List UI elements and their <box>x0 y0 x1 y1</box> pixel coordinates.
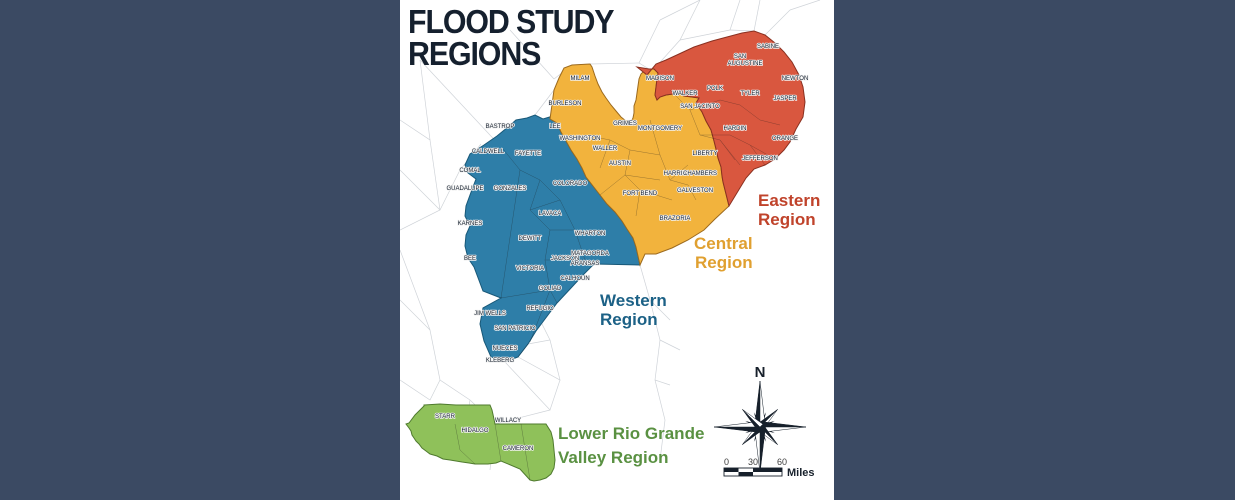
svg-text:SABINE: SABINE <box>757 44 779 50</box>
svg-text:GRIMES: GRIMES <box>613 121 637 127</box>
svg-text:WILLACY: WILLACY <box>495 418 521 424</box>
svg-text:Lower Rio Grande: Lower Rio Grande <box>558 424 704 443</box>
svg-text:Region: Region <box>758 210 816 229</box>
svg-text:TYLER: TYLER <box>740 91 760 97</box>
svg-text:Region: Region <box>600 310 658 329</box>
svg-text:AUSTIN: AUSTIN <box>609 161 631 167</box>
svg-text:KLEBERG: KLEBERG <box>486 358 515 364</box>
svg-text:NEWTON: NEWTON <box>782 76 809 82</box>
svg-text:Miles: Miles <box>787 467 815 479</box>
svg-text:JEFFERSON: JEFFERSON <box>742 156 778 162</box>
svg-text:CHAMBERS: CHAMBERS <box>683 171 717 177</box>
svg-text:VICTORIA: VICTORIA <box>516 266 544 272</box>
svg-text:GONZALES: GONZALES <box>494 186 527 192</box>
svg-text:Eastern: Eastern <box>758 191 820 210</box>
svg-text:COMAL: COMAL <box>459 168 481 174</box>
svg-text:SAN: SAN <box>734 54 746 60</box>
svg-text:LAVACA: LAVACA <box>539 211 562 217</box>
svg-text:GOLIAD: GOLIAD <box>539 286 562 292</box>
svg-text:JASPER: JASPER <box>773 96 797 102</box>
svg-text:STARR: STARR <box>435 414 456 420</box>
svg-text:HARDIN: HARDIN <box>723 126 746 132</box>
svg-text:MADISON: MADISON <box>646 76 674 82</box>
svg-text:NUECES: NUECES <box>492 346 517 352</box>
svg-text:BURLESON: BURLESON <box>548 101 581 107</box>
svg-text:MONTGOMERY: MONTGOMERY <box>638 126 682 132</box>
svg-text:FORT BEND: FORT BEND <box>623 191 658 197</box>
svg-text:MATAGORDA: MATAGORDA <box>571 251 609 257</box>
svg-text:CALHOUN: CALHOUN <box>560 276 589 282</box>
svg-text:MILAM: MILAM <box>570 76 589 82</box>
svg-text:POLK: POLK <box>707 86 723 92</box>
svg-text:REFUGIO: REFUGIO <box>526 306 554 312</box>
svg-text:LEE: LEE <box>549 124 560 130</box>
svg-text:BRAZORIA: BRAZORIA <box>660 216 691 222</box>
svg-text:30: 30 <box>748 457 758 467</box>
svg-text:0: 0 <box>724 457 729 467</box>
svg-text:Region: Region <box>695 253 753 272</box>
svg-text:N: N <box>755 364 766 381</box>
svg-text:KARNES: KARNES <box>458 221 483 227</box>
svg-text:SAN JACINTO: SAN JACINTO <box>680 104 720 110</box>
svg-text:HIDALGO: HIDALGO <box>461 428 488 434</box>
svg-text:SAN PATRICIO: SAN PATRICIO <box>494 326 536 332</box>
svg-text:Western: Western <box>600 291 667 310</box>
svg-text:BEE: BEE <box>464 256 476 262</box>
svg-text:GALVESTON: GALVESTON <box>677 188 713 194</box>
svg-text:WALLER: WALLER <box>593 146 618 152</box>
svg-text:WASHINGTON: WASHINGTON <box>559 136 600 142</box>
svg-text:LIBERTY: LIBERTY <box>693 151 718 157</box>
svg-text:CAMERON: CAMERON <box>503 446 534 452</box>
svg-text:JIM WELLS: JIM WELLS <box>474 311 506 317</box>
svg-text:Central: Central <box>694 234 753 253</box>
svg-text:CALDWELL: CALDWELL <box>472 149 505 155</box>
svg-text:ORANGE: ORANGE <box>772 136 798 142</box>
svg-text:WALKER: WALKER <box>672 91 698 97</box>
svg-text:Valley Region: Valley Region <box>558 448 669 467</box>
svg-text:DEWITT: DEWITT <box>519 236 542 242</box>
svg-text:BASTROP: BASTROP <box>486 124 515 130</box>
svg-text:ARANSAS: ARANSAS <box>571 261 600 267</box>
svg-text:COLORADO: COLORADO <box>553 181 588 187</box>
svg-text:AUGUSTINE: AUGUSTINE <box>727 61 762 67</box>
svg-text:FAYETTE: FAYETTE <box>515 151 541 157</box>
svg-text:60: 60 <box>777 457 787 467</box>
svg-text:WHARTON: WHARTON <box>575 231 606 237</box>
svg-text:GUADALUPE: GUADALUPE <box>446 186 483 192</box>
